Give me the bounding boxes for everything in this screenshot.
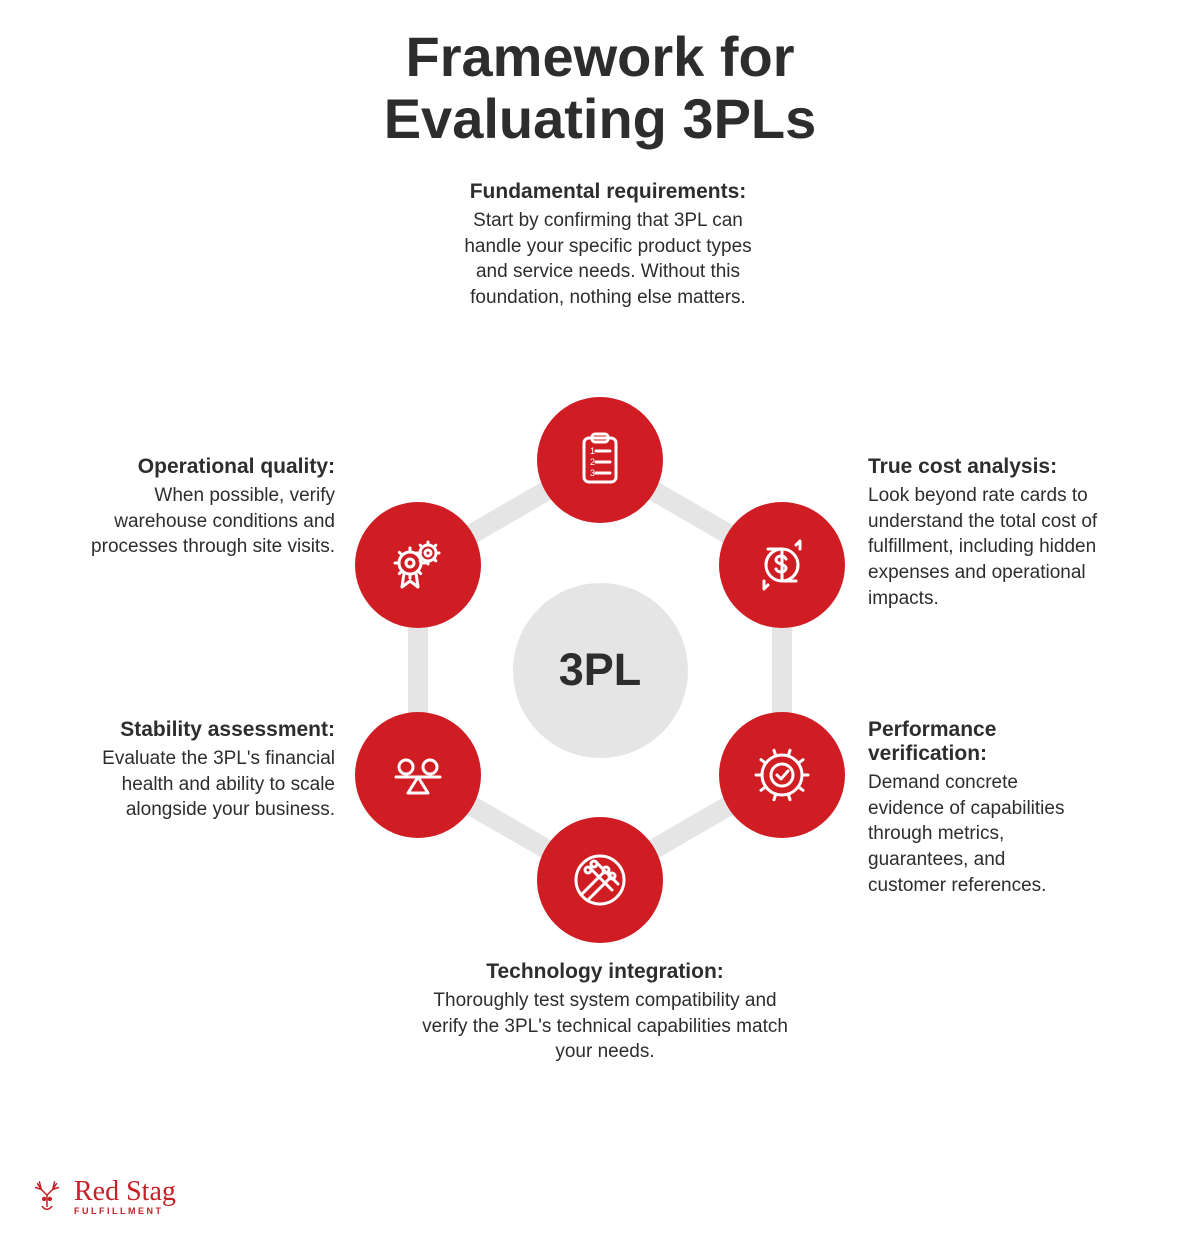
brand-logo: Red Stag FULFILLMENT <box>28 1178 176 1216</box>
text-operational-title: Operational quality: <box>90 455 335 479</box>
circuit-icon <box>564 844 636 916</box>
gears-ribbon-icon <box>382 529 454 601</box>
text-technology-body: Thoroughly test system compatibility and… <box>420 988 790 1065</box>
text-fundamental-body: Start by confirming that 3PL can handle … <box>448 208 768 311</box>
logo-main: Red Stag <box>74 1179 176 1204</box>
node-technology <box>537 817 663 943</box>
node-operational <box>355 502 481 628</box>
node-fundamental: 123 <box>537 397 663 523</box>
center-hub: 3PL <box>513 583 688 758</box>
gear-check-icon <box>746 739 818 811</box>
text-fundamental-title: Fundamental requirements: <box>448 180 768 204</box>
text-fundamental: Fundamental requirements: Start by confir… <box>448 180 768 311</box>
stag-icon <box>28 1178 66 1216</box>
text-stability-title: Stability assessment: <box>90 718 335 742</box>
text-operational-body: When possible, verify warehouse conditio… <box>90 483 335 560</box>
dollar-cycle-icon <box>746 529 818 601</box>
text-truecost-body: Look beyond rate cards to understand the… <box>868 483 1108 611</box>
node-stability <box>355 712 481 838</box>
text-operational: Operational quality: When possible, verif… <box>90 455 335 560</box>
text-technology: Technology integration: Thoroughly test s… <box>420 960 790 1065</box>
title-line2: Evaluating 3PLs <box>384 87 817 150</box>
hex-diagram: 3PL123Fundamental requirements:Start by … <box>100 300 1100 1040</box>
text-performance-title: Performance verification: <box>868 718 1088 766</box>
logo-sub: FULFILLMENT <box>74 1207 176 1215</box>
center-label: 3PL <box>559 644 642 696</box>
text-technology-title: Technology integration: <box>420 960 790 984</box>
node-truecost <box>719 502 845 628</box>
svg-text:1: 1 <box>590 446 595 456</box>
text-truecost: True cost analysis: Look beyond rate card… <box>868 455 1108 611</box>
title-line1: Framework for <box>406 25 795 88</box>
node-performance <box>719 712 845 838</box>
logo-text: Red Stag FULFILLMENT <box>74 1179 176 1214</box>
text-stability-body: Evaluate the 3PL's financial health and … <box>90 746 335 823</box>
svg-text:3: 3 <box>590 468 595 478</box>
clipboard-icon: 123 <box>564 424 636 496</box>
text-truecost-title: True cost analysis: <box>868 455 1108 479</box>
svg-text:2: 2 <box>590 457 595 467</box>
page-title: Framework for Evaluating 3PLs <box>0 0 1200 149</box>
balance-icon <box>382 739 454 811</box>
text-performance-body: Demand concrete evidence of capabilities… <box>868 770 1088 898</box>
text-performance: Performance verification:Demand concrete… <box>868 718 1088 898</box>
text-stability: Stability assessment: Evaluate the 3PL's … <box>90 718 335 823</box>
